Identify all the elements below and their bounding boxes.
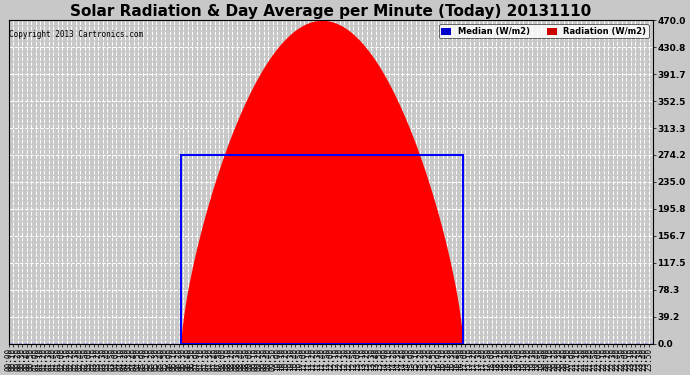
Title: Solar Radiation & Day Average per Minute (Today) 20131110: Solar Radiation & Day Average per Minute…	[70, 4, 591, 19]
Legend: Median (W/m2), Radiation (W/m2): Median (W/m2), Radiation (W/m2)	[439, 24, 649, 39]
Text: Copyright 2013 Cartronics.com: Copyright 2013 Cartronics.com	[9, 30, 144, 39]
Bar	[181, 155, 463, 344]
